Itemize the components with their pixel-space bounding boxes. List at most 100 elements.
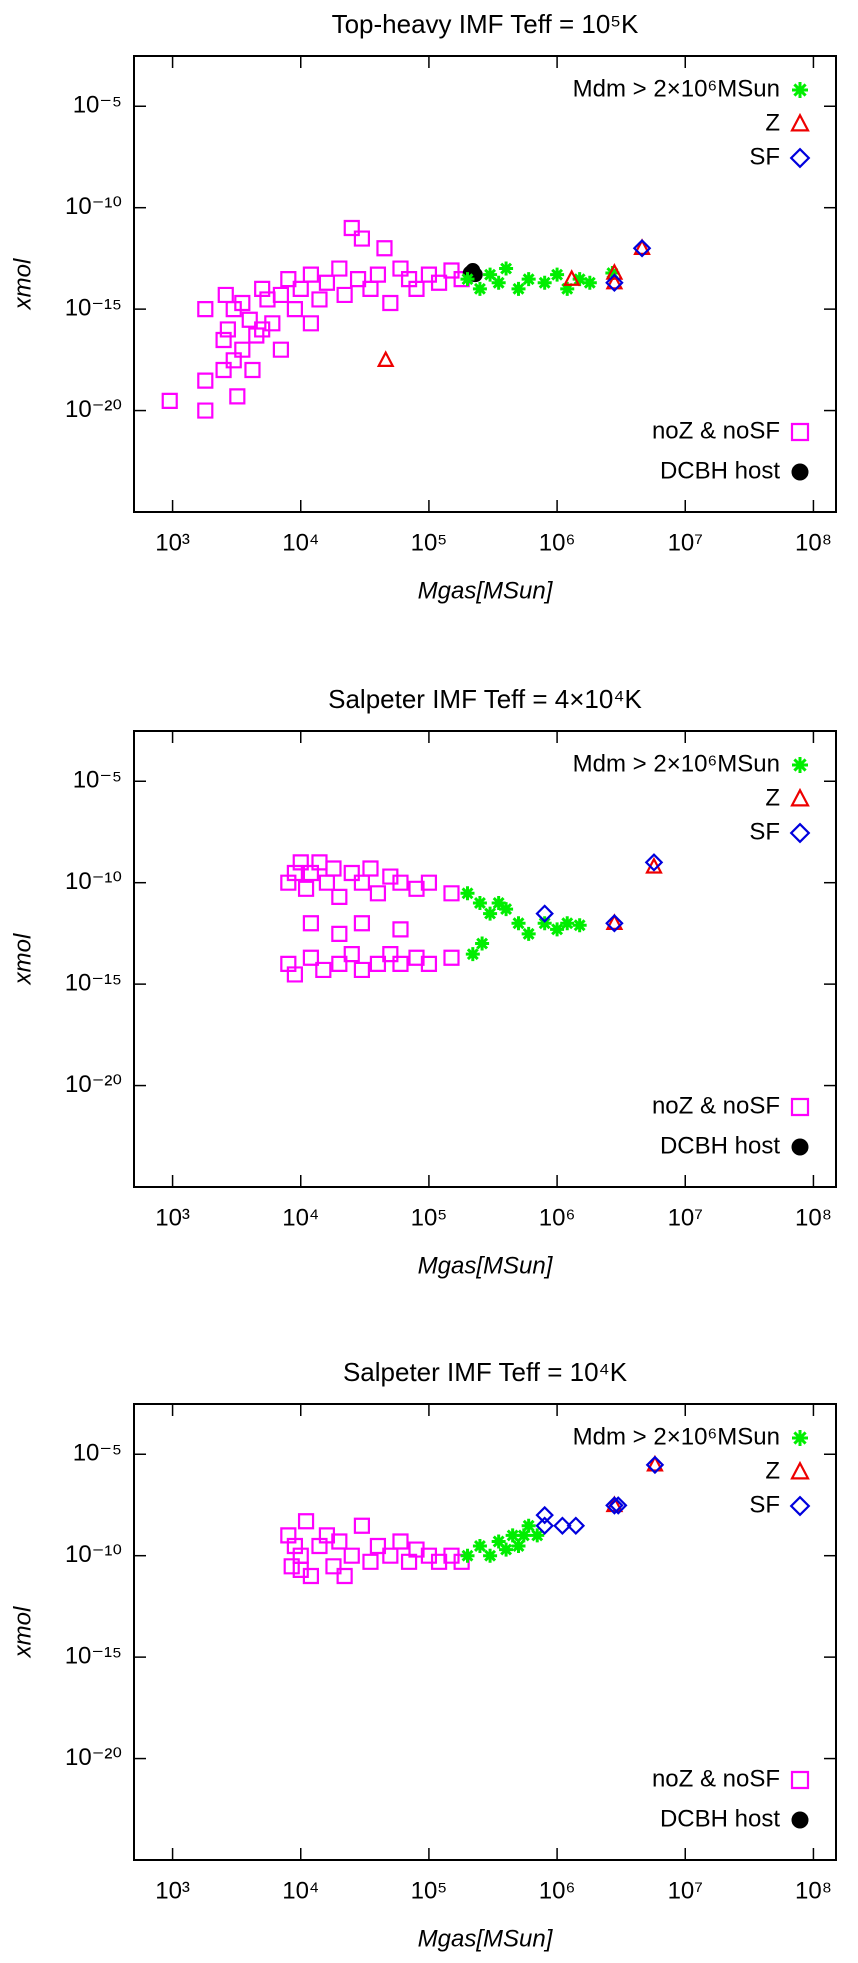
legend-label: Z: [765, 109, 780, 136]
data-point: [472, 281, 487, 296]
y-tick-label: 10⁻¹⁰: [65, 193, 122, 220]
data-point: [392, 874, 409, 891]
data-point: [400, 1553, 418, 1570]
data-point: [521, 272, 536, 287]
data-point: [376, 350, 395, 368]
data-point: [560, 281, 575, 296]
legend-label: Mdm > 2×10⁶MSun: [573, 75, 780, 102]
y-tick-label: 10⁻²⁰: [65, 1744, 122, 1771]
data-point: [605, 262, 624, 280]
legend-label: SF: [749, 1491, 780, 1518]
data-point: [491, 275, 506, 290]
data-point: [302, 315, 320, 332]
data-point: [605, 1496, 624, 1515]
data-point: [392, 1533, 409, 1550]
data-point: [343, 219, 360, 237]
data-point: [254, 280, 271, 297]
x-tick-label: 10⁴: [282, 1204, 319, 1231]
data-point: [292, 1547, 309, 1564]
data-point: [286, 301, 303, 318]
data-point: [280, 1527, 297, 1544]
data-point: [325, 860, 342, 877]
data-point: [331, 260, 348, 277]
data-point: [408, 949, 425, 966]
data-point: [280, 955, 297, 972]
legend-label: Z: [765, 784, 780, 811]
data-point: [349, 271, 367, 288]
data-point: [475, 936, 490, 951]
y-tick-label: 10⁻⁵: [73, 1440, 122, 1467]
legend-marker: [791, 463, 809, 481]
data-point: [297, 880, 315, 897]
legend-label: Mdm > 2×10⁶MSun: [573, 1423, 780, 1450]
legend-marker: [790, 1460, 810, 1480]
x-tick-label: 10⁵: [411, 1877, 448, 1904]
data-point: [244, 361, 261, 379]
data-point: [369, 885, 387, 902]
data-point: [353, 874, 371, 891]
data-point: [215, 331, 232, 349]
data-point: [241, 311, 258, 328]
panel: Salpeter IMF Teff = 10⁴K Mgas[MSun] xmol 10…: [9, 1357, 837, 1952]
y-axis-label: xmol: [9, 933, 36, 985]
legend-marker: [789, 147, 811, 169]
data-point: [343, 864, 360, 882]
data-point: [535, 904, 554, 923]
data-point: [511, 281, 526, 296]
data-point: [382, 294, 399, 312]
y-tick-label: 10⁻¹⁵: [65, 294, 122, 321]
data-point: [472, 1539, 487, 1554]
data-point: [550, 922, 565, 937]
data-point: [302, 266, 320, 283]
data-point: [264, 315, 281, 332]
data-point: [491, 895, 506, 910]
x-axis-label: Mgas[MSun]: [418, 1252, 554, 1279]
data-point: [392, 260, 409, 277]
legend-marker: [790, 787, 810, 807]
data-point: [248, 327, 265, 344]
data-point: [420, 874, 438, 891]
legend-label: Z: [765, 1457, 780, 1484]
y-tick-label: 10⁻¹⁵: [65, 1642, 122, 1669]
data-point: [460, 886, 475, 901]
x-tick-label: 10⁴: [282, 529, 319, 556]
data-point: [369, 266, 387, 283]
data-point: [315, 961, 332, 979]
data-point: [197, 402, 214, 419]
data-point: [392, 955, 409, 972]
data-point: [537, 916, 552, 931]
legend-marker: [789, 822, 811, 844]
data-point: [336, 286, 353, 304]
y-tick-label: 10⁻⁵: [73, 92, 122, 119]
legend-label: noZ & noSF: [652, 1765, 780, 1792]
x-tick-label: 10⁶: [539, 1204, 576, 1231]
data-point: [215, 361, 232, 379]
x-tick-label: 10⁴: [282, 1877, 319, 1904]
y-tick-label: 10⁻²⁰: [65, 1071, 122, 1098]
data-point: [229, 388, 246, 405]
data-point: [521, 926, 536, 941]
data-point: [605, 914, 624, 933]
data-point: [400, 271, 418, 288]
data-point: [286, 1537, 303, 1555]
data-point: [430, 1553, 448, 1570]
chart-title: Salpeter IMF Teff = 4×10⁴K: [328, 684, 642, 714]
chart-title: Salpeter IMF Teff = 10⁴K: [343, 1357, 628, 1387]
data-point: [369, 1537, 387, 1555]
data-point: [331, 888, 348, 905]
data-point: [460, 1548, 475, 1563]
data-point: [311, 854, 328, 871]
x-axis-label: Mgas[MSun]: [418, 1925, 554, 1952]
data-point: [408, 280, 425, 297]
legend-marker: [792, 1430, 808, 1446]
data-point: [302, 1567, 320, 1585]
data-point: [443, 262, 460, 279]
data-point: [644, 853, 664, 872]
data-point: [219, 321, 236, 338]
data-point: [465, 947, 480, 962]
data-point: [499, 902, 514, 917]
data-point: [362, 860, 379, 877]
data-point: [443, 885, 460, 902]
data-point: [286, 864, 303, 882]
